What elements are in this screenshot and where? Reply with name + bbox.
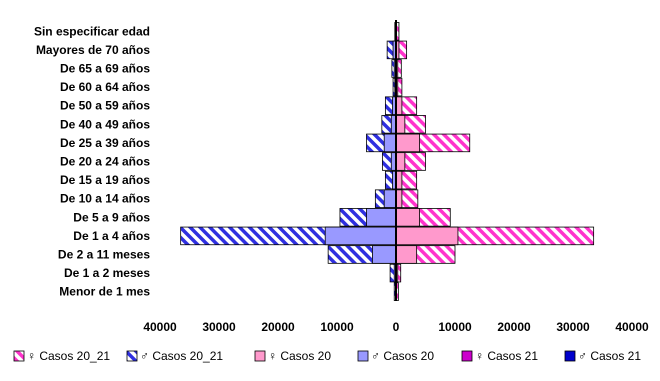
x-tick-label: 40000 (615, 320, 649, 334)
bar-male-3-6 (383, 133, 397, 153)
bar-male-3-9 (383, 189, 397, 208)
category-label: De 1 a 4 años (73, 229, 150, 243)
x-tick-label: 30000 (556, 320, 590, 334)
category-label: De 5 a 9 años (73, 210, 150, 224)
category-label: De 25 a 39 años (60, 136, 150, 150)
category-labels: Sin especificar edad Mayores de 70 años De… (34, 24, 150, 298)
legend-label: ♀ Casos 20_21 (27, 349, 110, 363)
legend-label: ♂ Casos 20 (371, 349, 434, 363)
category-label: Menor de 1 mes (59, 285, 150, 299)
legend-swatch (357, 350, 369, 362)
legend-swatch (126, 350, 138, 362)
category-label: De 40 a 49 años (60, 117, 150, 131)
x-tick-label: 20000 (261, 320, 295, 334)
bar-female-2-10 (395, 208, 421, 227)
legend: ♀ Casos 20_21 ♂ Casos 20_21 ♀ Casos 20 ♂ Ca… (13, 349, 641, 363)
bar-female-2-5 (395, 115, 406, 134)
bar-female-2-12 (395, 245, 418, 264)
legend-swatch (13, 350, 25, 362)
legend-label: ♀ Casos 20 (268, 349, 331, 363)
bar-male-3-11 (324, 226, 397, 246)
category-label: De 65 a 69 años (60, 62, 150, 76)
category-label: De 2 a 11 meses (58, 248, 150, 262)
x-axis-ticks: 40000 30000 20000 10000 0 10000 20000 30000 4000… (143, 320, 649, 334)
category-label: De 50 a 59 años (60, 99, 150, 113)
category-label: De 10 a 14 años (60, 192, 150, 206)
bar-male-3-12 (371, 245, 397, 264)
x-tick-label: 40000 (143, 320, 177, 334)
legend-label: ♂ Casos 21 (578, 349, 641, 363)
x-tick-label: 10000 (320, 320, 354, 334)
category-label: De 60 a 64 años (60, 80, 150, 94)
plot-area (180, 20, 595, 301)
legend-swatch (564, 350, 576, 362)
category-label: Sin especificar edad (34, 24, 150, 38)
bar-female-2-11 (395, 226, 459, 246)
legend-swatch (254, 350, 266, 362)
category-label: De 15 a 19 años (60, 173, 150, 187)
legend-label: ♂ Casos 20_21 (140, 349, 223, 363)
x-tick-label: 0 (393, 320, 400, 334)
bar-female-2-7 (395, 152, 406, 171)
x-tick-label: 20000 (497, 320, 531, 334)
category-label: De 1 a 2 meses (64, 266, 150, 280)
x-tick-label: 10000 (438, 320, 472, 334)
legend-label: ♀ Casos 21 (475, 349, 538, 363)
legend-swatch (461, 350, 473, 362)
bar-female-2-6 (395, 133, 421, 153)
x-tick-label: 30000 (202, 320, 236, 334)
category-label: Mayores de 70 años (36, 43, 150, 57)
category-label: De 20 a 24 años (60, 155, 150, 169)
bar-male-3-10 (366, 208, 397, 227)
